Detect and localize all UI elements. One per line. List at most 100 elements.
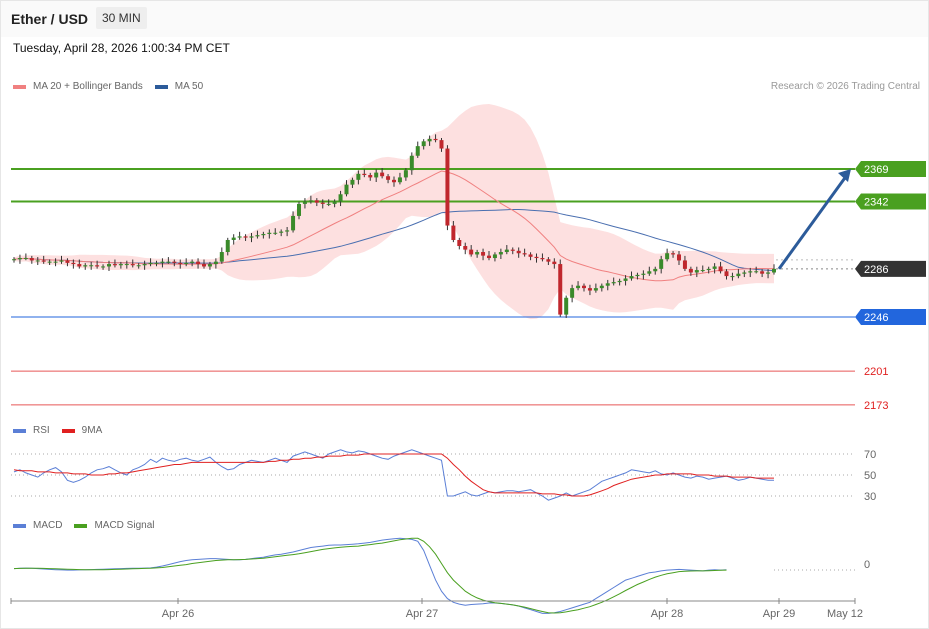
macd-signal-line	[13, 537, 727, 614]
candle-body	[107, 264, 111, 267]
candle-body	[95, 265, 100, 267]
candle-body	[534, 256, 539, 259]
candle-body	[564, 297, 569, 315]
candle-body	[29, 258, 34, 261]
candle-body	[641, 273, 646, 275]
candle-body	[35, 260, 40, 262]
candle-body	[23, 258, 28, 260]
candle-body	[249, 236, 254, 238]
candle-body	[754, 271, 759, 273]
candle-body	[397, 177, 402, 183]
interval-badge[interactable]: 30 MIN	[96, 7, 147, 29]
legend-item-ma50: MA 50	[154, 81, 204, 92]
candle-body	[101, 266, 106, 268]
candle-body	[350, 179, 355, 185]
candle-body	[451, 225, 456, 240]
candle-body	[118, 264, 123, 266]
candle-body	[213, 261, 218, 265]
chart-datetime: Tuesday, April 28, 2026 1:00:34 PM CET	[13, 41, 230, 55]
legend-item-rsi: RSI	[13, 425, 50, 436]
candle-body	[528, 254, 533, 257]
candle-body	[89, 265, 94, 267]
candle-body	[671, 253, 676, 255]
candle-body	[724, 271, 729, 277]
candle-body	[665, 253, 670, 260]
level-2201-label: 2201	[864, 366, 888, 378]
time-axis-label: Apr 29	[763, 608, 795, 620]
level-2369-tag	[855, 161, 926, 177]
price-legend: MA 20 + Bollinger Bands MA 50	[13, 81, 215, 92]
candle-body	[516, 250, 521, 254]
level-2286-tag	[855, 260, 926, 277]
candle-body	[576, 285, 581, 289]
candle-body	[17, 258, 22, 260]
rsi-line	[13, 449, 774, 501]
instrument-title: Ether / USD	[11, 11, 89, 27]
candle-body	[219, 252, 224, 262]
legend-swatch-ma20	[13, 84, 26, 89]
candle-body	[766, 272, 771, 274]
candle-body	[261, 233, 266, 236]
header-band	[1, 1, 928, 37]
rsi-level-70-label: 70	[864, 449, 876, 461]
target-arrow-shaft	[777, 174, 849, 270]
candle-body	[178, 262, 183, 265]
candle-body	[700, 270, 705, 272]
rsi-level-30-label: 30	[864, 491, 876, 503]
level-2342-label: 2342	[864, 196, 888, 208]
candle-body	[362, 173, 367, 176]
candle-body	[320, 202, 325, 204]
candle-body	[659, 259, 664, 269]
legend-swatch-rsi	[13, 428, 26, 433]
legend-label-ma20: MA 20 + Bollinger Bands	[33, 81, 143, 92]
candle-body	[172, 261, 177, 263]
time-axis-label: May 12	[827, 608, 863, 620]
candle-body	[433, 138, 438, 141]
target-arrow-head	[838, 169, 851, 182]
candle-body	[154, 262, 159, 264]
candle-body	[629, 276, 634, 279]
candle-body	[647, 271, 652, 274]
candle-body	[540, 258, 545, 260]
legend-swatch-macd-signal	[74, 523, 88, 528]
candle-body	[148, 262, 153, 265]
candle-body	[510, 249, 515, 251]
candle-body	[47, 261, 52, 263]
candle-body	[285, 230, 290, 232]
candle-body	[332, 201, 337, 204]
candle-body	[522, 253, 527, 255]
macd-zero-label: 0	[864, 559, 870, 571]
legend-label-rsi: RSI	[33, 425, 50, 436]
candle-body	[83, 265, 88, 267]
candle-body	[730, 276, 735, 278]
legend-label-ma50: MA 50	[174, 81, 204, 92]
candle-body	[748, 271, 753, 273]
candle-body	[677, 254, 681, 261]
bollinger-band	[14, 104, 774, 320]
candle-body	[421, 141, 426, 147]
candle-body	[772, 268, 776, 273]
candle-body	[231, 237, 236, 240]
candle-body	[77, 264, 82, 267]
candle-body	[297, 203, 301, 216]
candle-body	[368, 175, 373, 178]
legend-swatch-ma50	[154, 84, 168, 89]
legend-swatch-macd	[13, 523, 26, 528]
candle-body	[71, 262, 76, 265]
candle-body	[599, 285, 604, 289]
level-2246-tag	[855, 309, 926, 325]
candle-body	[498, 252, 503, 255]
legend-item-macd-signal: MACD Signal	[74, 520, 154, 531]
candle-body	[558, 264, 563, 315]
candle-body	[736, 273, 741, 277]
candle-body	[207, 264, 212, 267]
candle-body	[130, 264, 135, 266]
candle-body	[166, 261, 171, 263]
ma50-line	[13, 209, 775, 272]
candle-body	[392, 179, 396, 183]
macd-legend: MACD MACD Signal	[13, 520, 166, 531]
candle-body	[53, 261, 58, 263]
candle-body	[427, 138, 432, 142]
candle-body	[469, 249, 474, 255]
